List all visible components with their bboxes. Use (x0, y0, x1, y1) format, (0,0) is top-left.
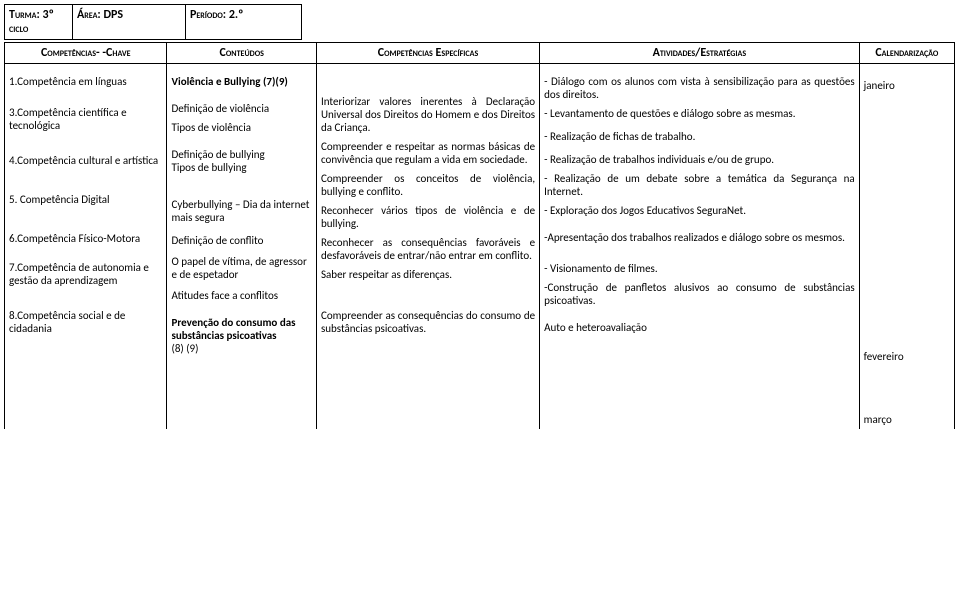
header-conteudos: Conteúdos (167, 43, 316, 64)
esp-5: Reconhecer as consequências favoráveis e… (321, 236, 535, 262)
header-calendarizacao: Calendarização (859, 43, 954, 64)
header-competencias-especificas: Competências Específicas (316, 43, 539, 64)
comp-6: 6.Competência Físico-Motora (9, 232, 162, 245)
cell-especificas: Interiorizar valores inerentes à Declara… (316, 64, 539, 430)
conteudo-l4: Tipos de bullying (171, 161, 311, 174)
atv-2: - Levantamento de questões e diálogo sob… (544, 107, 855, 120)
esp-3: Compreender os conceitos de violência, b… (321, 172, 535, 198)
cell-calendar: janeiro fevereiro março (859, 64, 954, 430)
conteudo-l1: Definição de violência (171, 102, 311, 115)
esp-6: Saber respeitar as diferenças. (321, 268, 535, 281)
conteudo-l7: O papel de vítima, de agressor e de espe… (171, 255, 311, 281)
atv-10: Auto e heteroavaliação (544, 321, 855, 334)
comp-4: 4.Competência cultural e artística (9, 154, 162, 167)
turma-cell: Turma: 3º ciclo (5, 5, 73, 40)
area-cell: Área: DPS (73, 5, 186, 40)
comp-5: 5. Competência Digital (9, 193, 162, 206)
main-table: Competências- -Chave Conteúdos Competênc… (4, 42, 955, 429)
atv-5: - Realização de um debate sobre a temáti… (544, 172, 855, 198)
conteudo-l6: Definição de conflito (171, 234, 311, 247)
conteudo-t2a: Prevenção do consumo das substâncias psi… (171, 316, 295, 342)
spacer-cell (302, 5, 956, 40)
esp-1: Interiorizar valores inerentes à Declara… (321, 95, 535, 134)
atv-3: - Realização de fichas de trabalho. (544, 130, 855, 143)
atv-4: - Realização de trabalhos individuais e/… (544, 153, 855, 166)
conteudo-l3: Definição de bullying (171, 148, 311, 161)
header-atividades: Atividades/Estratégias (540, 43, 860, 64)
header-competencias-chave: Competências- -Chave (5, 43, 167, 64)
conteudo-t2b: (8) (9) (171, 342, 198, 355)
conteudo-l2: Tipos de violência (171, 121, 311, 134)
atv-7: -Apresentação dos trabalhos realizados e… (544, 231, 855, 244)
cal-fev: fevereiro (864, 350, 950, 363)
atv-9: -Construção de panfletos alusivos ao con… (544, 281, 855, 307)
periodo-cell: Período: 2.º (186, 5, 302, 40)
conteudo-l5: Cyberbullying – Dia da internet mais seg… (171, 198, 311, 224)
atv-6: - Exploração dos Jogos Educativos Segura… (544, 204, 855, 217)
esp-7: Compreender as consequências do consumo … (321, 309, 535, 335)
cell-atividades: - Diálogo com os alunos com vista à sens… (540, 64, 860, 430)
cal-mar: março (864, 413, 950, 426)
conteudo-titulo-2: Prevenção do consumo das substâncias psi… (171, 316, 311, 355)
esp-4: Reconhecer vários tipos de violência e d… (321, 204, 535, 230)
conteudo-titulo-1: Violência e Bullying (7)(9) (171, 75, 311, 88)
cal-jan: janeiro (864, 79, 950, 92)
info-table: Turma: 3º ciclo Área: DPS Período: 2.º (4, 4, 955, 40)
comp-3: 3.Competência científica e tecnológica (9, 106, 162, 132)
conteudo-l8: Atitudes face a conflitos (171, 289, 311, 302)
cell-competencias-chave: 1.Competência em línguas 3.Competência c… (5, 64, 167, 430)
comp-7: 7.Competência de autonomia e gestão da a… (9, 261, 162, 287)
atv-1: - Diálogo com os alunos com vista à sens… (544, 75, 855, 101)
cell-conteudos: Violência e Bullying (7)(9) Definição de… (167, 64, 316, 430)
comp-1: 1.Competência em línguas (9, 75, 162, 88)
atv-8: - Visionamento de filmes. (544, 262, 855, 275)
esp-2: Compreender e respeitar as normas básica… (321, 140, 535, 166)
comp-8: 8.Competência social e de cidadania (9, 309, 162, 335)
